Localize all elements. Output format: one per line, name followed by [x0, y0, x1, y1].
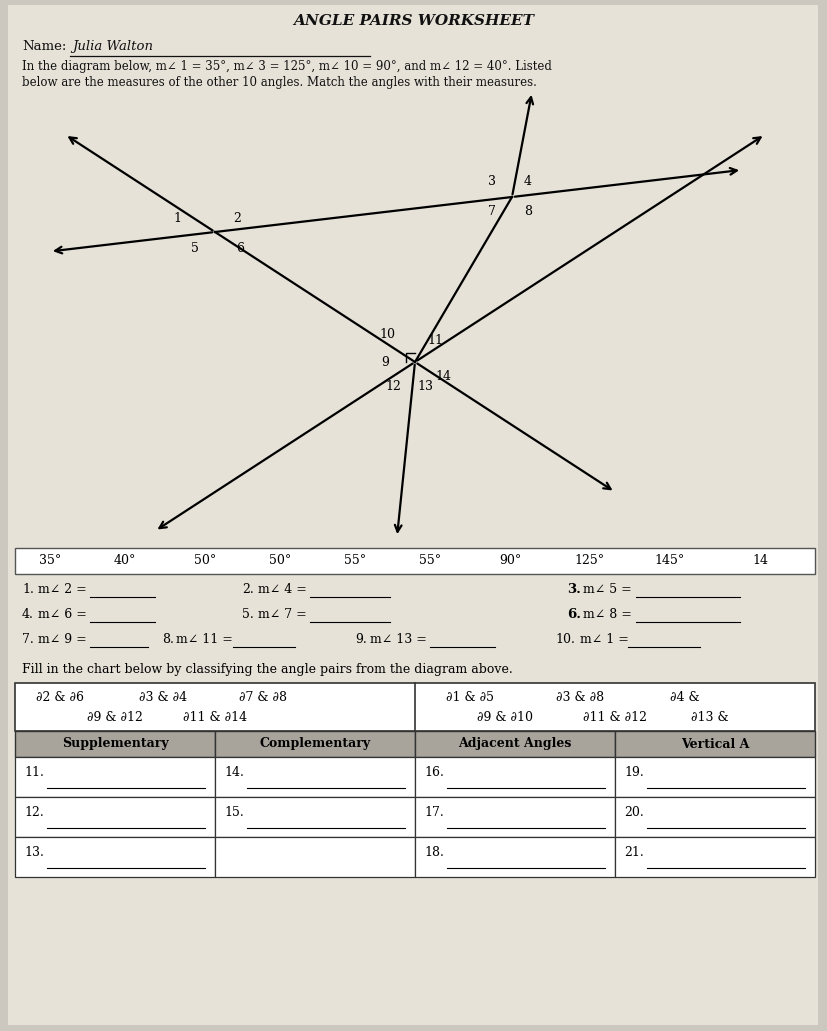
Text: m∠ 9 =: m∠ 9 = — [38, 633, 87, 646]
FancyBboxPatch shape — [215, 731, 414, 757]
Text: 9: 9 — [380, 356, 389, 369]
Text: 145°: 145° — [654, 555, 684, 567]
FancyBboxPatch shape — [215, 837, 414, 877]
Text: 90°: 90° — [499, 555, 520, 567]
Text: 21.: 21. — [624, 846, 643, 859]
Text: 50°: 50° — [269, 555, 291, 567]
Text: ∂3 & ∂8: ∂3 & ∂8 — [555, 691, 604, 704]
Text: 13.: 13. — [24, 846, 44, 859]
FancyBboxPatch shape — [15, 837, 215, 877]
Text: 55°: 55° — [343, 555, 366, 567]
Text: 12: 12 — [385, 380, 400, 393]
Text: 6.: 6. — [566, 608, 581, 621]
Text: 19.: 19. — [624, 766, 643, 779]
FancyBboxPatch shape — [614, 757, 814, 797]
Text: 8.: 8. — [162, 633, 174, 646]
Text: 3.: 3. — [566, 583, 581, 596]
Text: 35°: 35° — [39, 555, 61, 567]
Text: 2: 2 — [232, 212, 241, 225]
Text: ANGLE PAIRS WORKSHEET: ANGLE PAIRS WORKSHEET — [293, 14, 534, 28]
Text: 11.: 11. — [24, 766, 44, 779]
Text: m∠ 5 =: m∠ 5 = — [582, 583, 631, 596]
Text: ∂9 & ∂10: ∂9 & ∂10 — [476, 711, 533, 724]
Text: 1: 1 — [173, 212, 181, 225]
Text: Fill in the chart below by classifying the angle pairs from the diagram above.: Fill in the chart below by classifying t… — [22, 663, 512, 676]
Text: 15.: 15. — [224, 806, 243, 819]
Text: ∂13 &: ∂13 & — [691, 711, 728, 724]
Text: 8: 8 — [523, 205, 532, 218]
Text: 1.: 1. — [22, 583, 34, 596]
Text: 9.: 9. — [355, 633, 366, 646]
Text: 5: 5 — [191, 242, 198, 255]
FancyBboxPatch shape — [15, 683, 814, 731]
Text: ∂3 & ∂4: ∂3 & ∂4 — [139, 691, 187, 704]
Text: Supplementary: Supplementary — [62, 737, 168, 751]
Text: ∂4 &: ∂4 & — [669, 691, 699, 704]
FancyBboxPatch shape — [15, 731, 215, 757]
FancyBboxPatch shape — [414, 797, 614, 837]
Text: 14: 14 — [751, 555, 767, 567]
Text: 55°: 55° — [418, 555, 441, 567]
Text: 14: 14 — [434, 370, 451, 383]
Text: 4.: 4. — [22, 608, 34, 621]
Text: m∠ 1 =: m∠ 1 = — [579, 633, 629, 646]
Text: 10: 10 — [379, 328, 394, 341]
FancyBboxPatch shape — [414, 757, 614, 797]
Text: ∂11 & ∂14: ∂11 & ∂14 — [183, 711, 246, 724]
FancyBboxPatch shape — [614, 837, 814, 877]
FancyBboxPatch shape — [215, 757, 414, 797]
FancyBboxPatch shape — [215, 797, 414, 837]
Text: 20.: 20. — [624, 806, 643, 819]
Text: Adjacent Angles: Adjacent Angles — [458, 737, 571, 751]
Text: Name:: Name: — [22, 40, 66, 53]
Text: Complementary: Complementary — [259, 737, 370, 751]
Text: ∂2 & ∂6: ∂2 & ∂6 — [36, 691, 84, 704]
Text: 11: 11 — [427, 334, 442, 347]
Text: Vertical A: Vertical A — [680, 737, 748, 751]
Text: m∠ 6 =: m∠ 6 = — [38, 608, 87, 621]
Text: m∠ 8 =: m∠ 8 = — [582, 608, 631, 621]
Text: 125°: 125° — [574, 555, 605, 567]
FancyBboxPatch shape — [15, 757, 215, 797]
Text: 40°: 40° — [113, 555, 136, 567]
Text: 13: 13 — [417, 380, 433, 393]
Text: Julia Walton: Julia Walton — [72, 40, 153, 53]
Text: m∠ 11 =: m∠ 11 = — [176, 633, 232, 646]
Text: 7: 7 — [487, 205, 495, 218]
Text: 7.: 7. — [22, 633, 34, 646]
Text: ∂9 & ∂12: ∂9 & ∂12 — [87, 711, 143, 724]
Text: ∂7 & ∂8: ∂7 & ∂8 — [239, 691, 287, 704]
Text: 14.: 14. — [224, 766, 244, 779]
Text: m∠ 13 =: m∠ 13 = — [370, 633, 427, 646]
Text: ∂11 & ∂12: ∂11 & ∂12 — [582, 711, 646, 724]
FancyBboxPatch shape — [8, 5, 817, 1025]
Text: 10.: 10. — [554, 633, 574, 646]
Text: 17.: 17. — [423, 806, 443, 819]
Text: In the diagram below, m∠ 1 = 35°, m∠ 3 = 125°, m∠ 10 = 90°, and m∠ 12 = 40°. Lis: In the diagram below, m∠ 1 = 35°, m∠ 3 =… — [22, 60, 552, 73]
FancyBboxPatch shape — [15, 548, 814, 574]
Text: 16.: 16. — [423, 766, 443, 779]
FancyBboxPatch shape — [614, 797, 814, 837]
Text: 12.: 12. — [24, 806, 44, 819]
Text: 2.: 2. — [241, 583, 253, 596]
Text: 6: 6 — [236, 242, 244, 255]
Text: 50°: 50° — [194, 555, 216, 567]
Text: 4: 4 — [523, 175, 532, 188]
Text: 18.: 18. — [423, 846, 443, 859]
Text: m∠ 7 =: m∠ 7 = — [258, 608, 306, 621]
FancyBboxPatch shape — [414, 731, 614, 757]
Text: m∠ 2 =: m∠ 2 = — [38, 583, 87, 596]
Text: below are the measures of the other 10 angles. Match the angles with their measu: below are the measures of the other 10 a… — [22, 76, 536, 89]
Text: m∠ 4 =: m∠ 4 = — [258, 583, 307, 596]
FancyBboxPatch shape — [614, 731, 814, 757]
FancyBboxPatch shape — [15, 797, 215, 837]
FancyBboxPatch shape — [414, 837, 614, 877]
Text: ∂1 & ∂5: ∂1 & ∂5 — [446, 691, 494, 704]
Text: 5.: 5. — [241, 608, 253, 621]
Text: 3: 3 — [487, 175, 495, 188]
